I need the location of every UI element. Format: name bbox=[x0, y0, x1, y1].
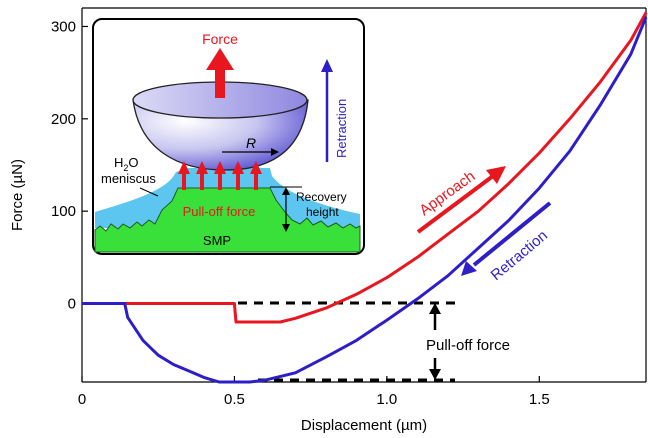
inset-force-label: Force bbox=[202, 31, 238, 47]
axis-ticks: 0 0.5 1.0 1.5 0 100 200 300 bbox=[51, 18, 550, 408]
series-line-approach bbox=[82, 11, 648, 324]
force-arrow-shaft bbox=[215, 70, 225, 98]
x-tick-label: 1.5 bbox=[529, 391, 550, 408]
y-tick-label: 300 bbox=[51, 18, 76, 35]
inset-pulloff-label: Pull-off force bbox=[183, 204, 256, 219]
series-line-retraction bbox=[82, 16, 648, 384]
meniscus-pointer bbox=[139, 187, 159, 197]
y-tick-label: 0 bbox=[68, 296, 76, 313]
x-tick-label: 1.0 bbox=[376, 391, 397, 408]
y-tick-label: 100 bbox=[51, 203, 76, 220]
y-axis-label: Force (µN) bbox=[9, 159, 26, 231]
recovery-label-line2: height bbox=[306, 205, 339, 219]
inset-illustration: Force Retraction R Pull-off force H2O me… bbox=[92, 18, 365, 255]
h2o-label: H2O bbox=[114, 155, 139, 173]
inset-retraction-label: Retraction bbox=[334, 99, 349, 158]
pulloff-arrows bbox=[178, 161, 262, 190]
y-tick-label: 200 bbox=[51, 111, 76, 128]
force-arrow-head bbox=[206, 48, 234, 70]
pulloff-label: Pull-off force bbox=[426, 337, 510, 354]
smp-label: SMP bbox=[203, 233, 231, 248]
pulloff-guides: Pull-off force bbox=[238, 301, 510, 382]
x-tick-label: 0.5 bbox=[224, 391, 245, 408]
plot-frame bbox=[81, 7, 647, 383]
pulloff-arrowhead-down bbox=[429, 369, 441, 380]
series-layer bbox=[82, 11, 648, 384]
pulloff-arrowhead-up bbox=[429, 303, 441, 314]
radius-label: R bbox=[246, 135, 256, 151]
smp-substrate bbox=[94, 187, 361, 253]
meniscus-label: meniscus bbox=[101, 171, 156, 186]
retraction-label: Retraction bbox=[488, 227, 551, 284]
x-axis-label: Displacement (µm) bbox=[301, 417, 427, 434]
recovery-label-line1: Recovery bbox=[296, 190, 347, 204]
x-tick-label: 0 bbox=[78, 391, 86, 408]
